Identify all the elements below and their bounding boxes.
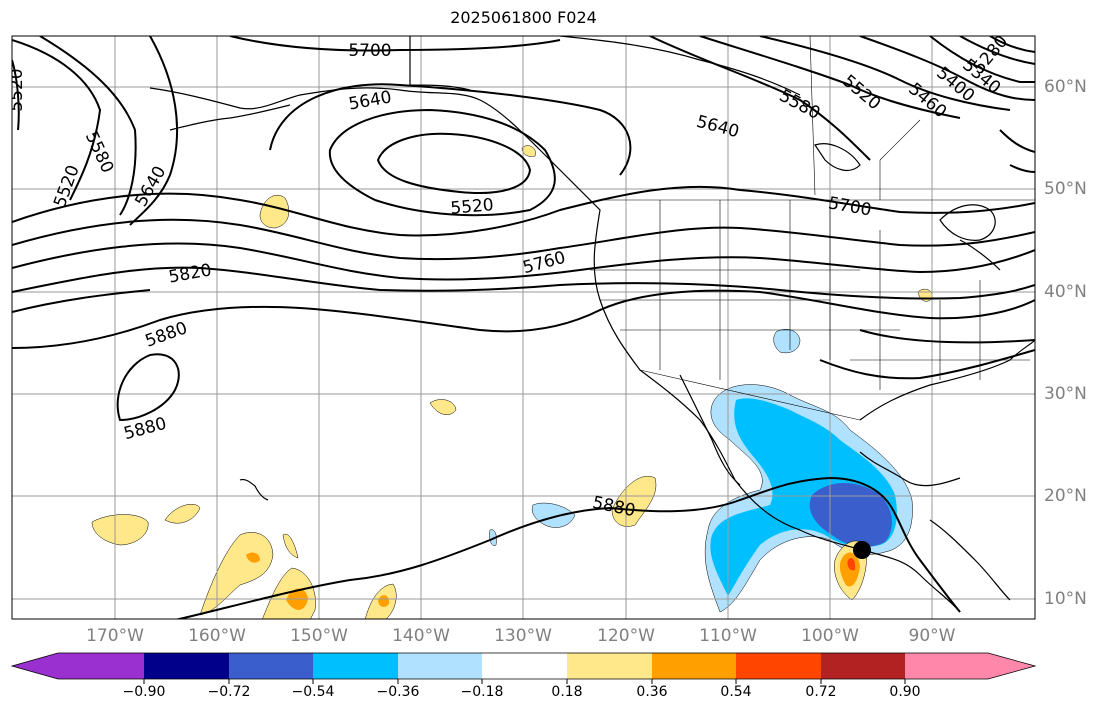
latitude-label: 50°N [1044, 179, 1087, 199]
colorbar-segment [821, 653, 905, 679]
map-title: 2025061800 F024 [450, 8, 597, 27]
longitude-label: 170°W [86, 626, 144, 646]
contour-label: 5520 [450, 195, 495, 219]
colorbar-tick-label: 0.54 [720, 684, 752, 700]
longitude-label: 100°W [801, 626, 859, 646]
latitude-label: 30°N [1044, 384, 1087, 404]
colorbar-tick-label: −0.36 [376, 684, 420, 700]
coastlines [149, 36, 1035, 613]
longitude-label: 120°W [597, 626, 655, 646]
colorbar-tick-label: 0.18 [551, 684, 583, 700]
colorbar-segment [482, 653, 567, 679]
longitude-label: 90°W [908, 626, 956, 646]
colorbar-tick-label: −0.90 [122, 684, 166, 700]
colorbar-segment [567, 653, 652, 679]
shaded-field-red [847, 558, 856, 571]
longitude-label: 140°W [392, 626, 450, 646]
gridlines [12, 36, 1035, 619]
colorbar-tick-label: −0.18 [460, 684, 504, 700]
colorbar-segment [58, 653, 144, 679]
storm-position-marker [853, 541, 871, 559]
colorbar-tick-label: −0.72 [207, 684, 251, 700]
longitude-label: 110°W [699, 626, 757, 646]
longitude-label: 130°W [494, 626, 552, 646]
colorbar-extend-min [12, 653, 58, 679]
colorbar-tick-label: 0.36 [636, 684, 668, 700]
latitude-label: 40°N [1044, 282, 1087, 302]
contour-label: 5700 [348, 41, 391, 61]
colorbar [10, 652, 1037, 684]
colorbar-extend-max [988, 653, 1035, 679]
colorbar-segment [736, 653, 821, 679]
colorbar-tick-label: 0.90 [889, 684, 921, 700]
shaded-field-blue [710, 398, 897, 596]
latitude-label: 10°N [1044, 589, 1087, 609]
latitude-label: 60°N [1044, 77, 1087, 97]
colorbar-tick-label: 0.72 [805, 684, 837, 700]
colorbar-segment [398, 653, 482, 679]
latitude-label: 20°N [1044, 486, 1087, 506]
colorbar-segment [652, 653, 736, 679]
colorbar-tick-label: −0.54 [291, 684, 335, 700]
colorbar-segment [905, 653, 988, 679]
colorbar-outline [10, 652, 1037, 680]
longitude-label: 160°W [188, 626, 246, 646]
contour-label: 5520 [7, 68, 27, 111]
longitude-label: 150°W [290, 626, 348, 646]
shaded-field-orange [246, 552, 860, 610]
colorbar-segment [313, 653, 398, 679]
colorbar-segment [144, 653, 229, 679]
map-frame [11, 35, 1036, 620]
height-contours [12, 36, 1035, 619]
colorbar-segment [229, 653, 313, 679]
